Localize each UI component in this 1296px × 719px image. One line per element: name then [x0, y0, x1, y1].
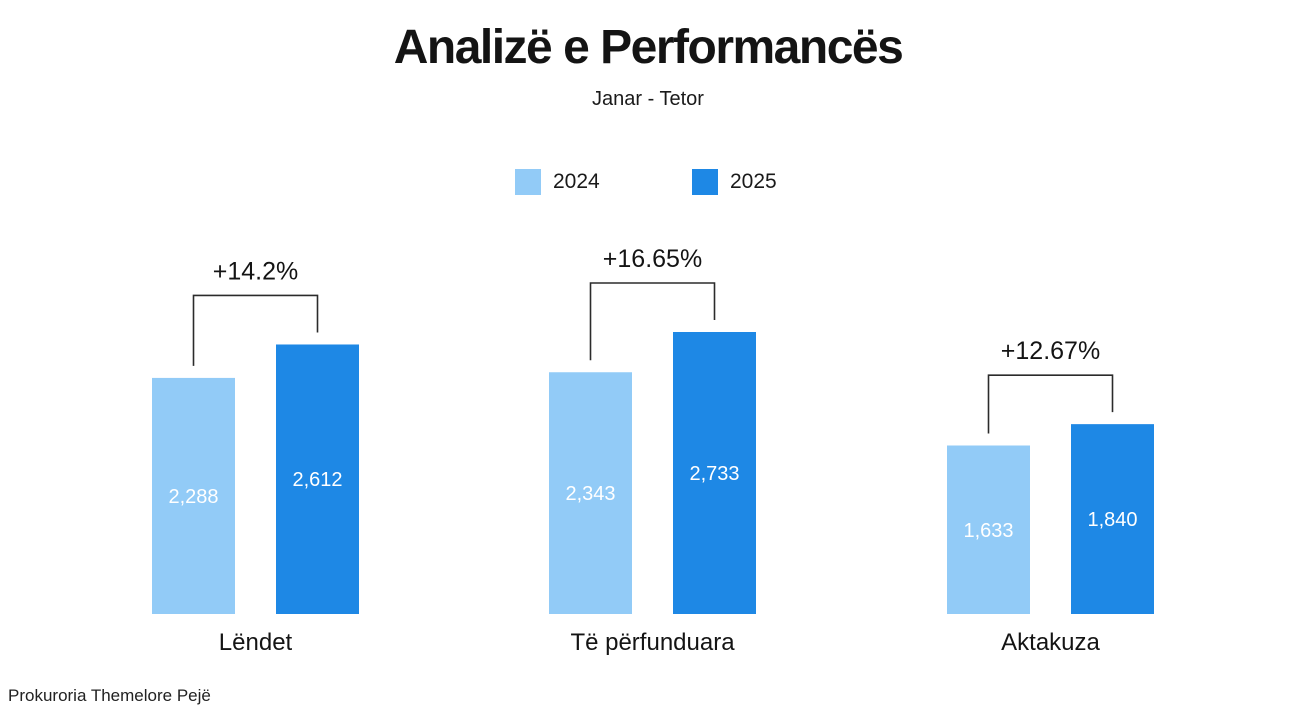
bar-value-label: 2,733 — [689, 463, 739, 485]
bar-value-label: 2,288 — [168, 486, 218, 508]
legend-label-2024: 2024 — [553, 170, 600, 193]
category-label: Lëndet — [219, 629, 293, 656]
bar-2024-2 — [549, 372, 632, 614]
change-percent-label: +14.2% — [213, 257, 299, 285]
change-percent-label: +16.65% — [603, 245, 702, 273]
bar-value-label: 1,840 — [1087, 509, 1137, 531]
change-bracket — [589, 282, 716, 361]
page-subtitle: Janar - Tetor — [592, 88, 704, 110]
legend-swatch-2024 — [515, 169, 541, 195]
legend-swatch-2025 — [692, 169, 718, 195]
bar-2025-1 — [276, 344, 359, 614]
change-percent-label: +12.67% — [1001, 337, 1100, 365]
footer-credit: Prokuroria Themelore Pejë — [8, 686, 211, 705]
category-label: Të përfunduara — [570, 629, 735, 656]
bar-value-label: 2,612 — [292, 469, 342, 491]
legend-item-2024: 2024 — [515, 168, 600, 196]
page-title: Analizë e Performancës — [393, 21, 904, 74]
legend-label-2025: 2025 — [730, 170, 777, 193]
bar-2024-1 — [152, 377, 235, 614]
bar-2025-3 — [1071, 424, 1154, 614]
change-bracket — [192, 294, 319, 366]
legend-item-2025: 2025 — [692, 168, 777, 196]
bar-value-label: 2,343 — [565, 483, 615, 505]
bar-2024-3 — [947, 445, 1030, 614]
bar-value-label: 1,633 — [963, 520, 1013, 542]
bar-2025-2 — [673, 332, 756, 614]
category-label: Aktakuza — [1001, 629, 1100, 656]
change-bracket — [987, 374, 1114, 434]
